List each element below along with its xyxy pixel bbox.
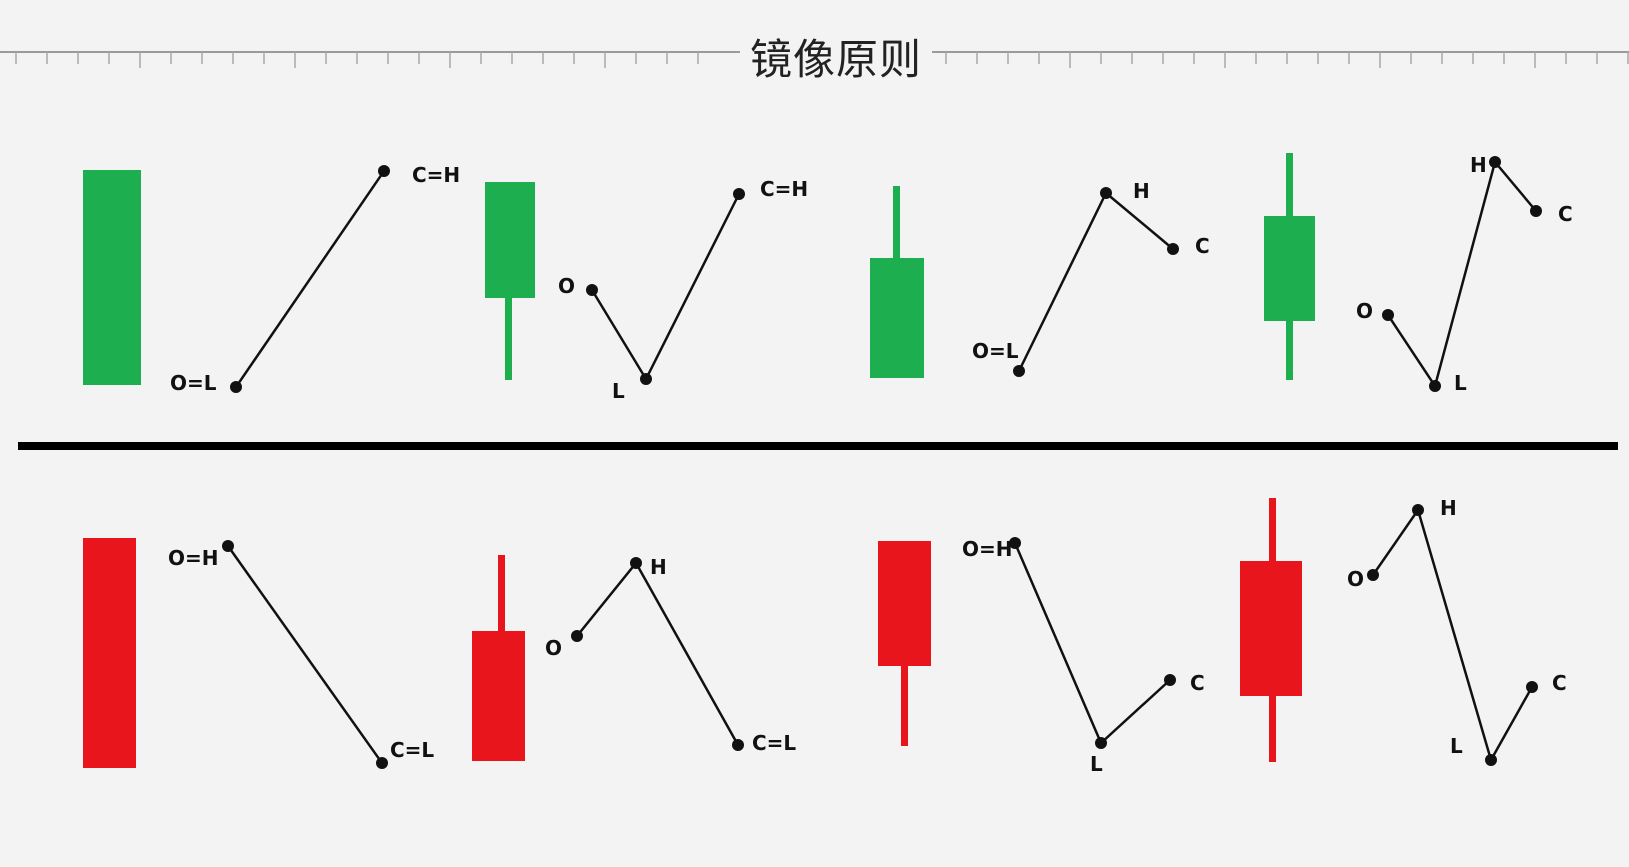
bull-candle-1-body — [83, 170, 141, 385]
label-close: C — [1195, 234, 1210, 258]
label-close-equals-low: C=L — [390, 738, 434, 762]
bull-path-4: O L H C — [1356, 153, 1573, 395]
bear-candle-2-body — [472, 631, 525, 761]
bear-path-4: O H L C — [1347, 496, 1567, 766]
label-high: H — [1133, 179, 1150, 203]
bear-path-3: O=H L C — [962, 537, 1205, 776]
diagram-title: 镜像原则 — [740, 30, 933, 90]
label-close-equals-high: C=H — [760, 177, 808, 201]
bull-path-2: O L C=H — [558, 177, 808, 403]
label-low: L — [1090, 752, 1103, 776]
label-open-equals-high: O=H — [168, 546, 219, 570]
label-high: H — [1470, 153, 1487, 177]
bull-candle-2-body — [485, 182, 535, 298]
label-close: C — [1552, 671, 1567, 695]
label-open-equals-high: O=H — [962, 537, 1013, 561]
bull-candle-3-wick — [893, 186, 900, 261]
bull-candle-2-wick — [505, 295, 512, 380]
bear-candle-2-wick — [498, 555, 505, 635]
label-open: O — [558, 274, 575, 298]
label-open: O — [1347, 567, 1364, 591]
label-high: H — [1440, 496, 1457, 520]
bear-candle-4-body — [1240, 561, 1302, 696]
label-open: O — [545, 636, 562, 660]
label-open-equals-low: O=L — [170, 371, 217, 395]
bull-path-1: O=L C=H — [170, 163, 460, 395]
label-close-equals-low: C=L — [752, 731, 796, 755]
label-open: O — [1356, 299, 1373, 323]
label-high: H — [650, 555, 667, 579]
bull-candle-4-body — [1264, 216, 1315, 321]
label-open-equals-low: O=L — [972, 339, 1019, 363]
bear-candle-1-body — [83, 538, 136, 768]
bull-candle-3-body — [870, 258, 924, 378]
bull-path-3: O=L H C — [972, 179, 1210, 377]
bear-candle-3-wick — [901, 662, 908, 746]
bear-path-2: O H C=L — [545, 555, 796, 755]
bear-candle-3-body — [878, 541, 931, 666]
label-low: L — [1454, 371, 1467, 395]
label-close: C — [1190, 671, 1205, 695]
label-close-equals-high: C=H — [412, 163, 460, 187]
bear-path-1: O=H C=L — [168, 540, 434, 769]
label-low: L — [1450, 734, 1463, 758]
label-close: C — [1558, 202, 1573, 226]
label-low: L — [612, 379, 625, 403]
